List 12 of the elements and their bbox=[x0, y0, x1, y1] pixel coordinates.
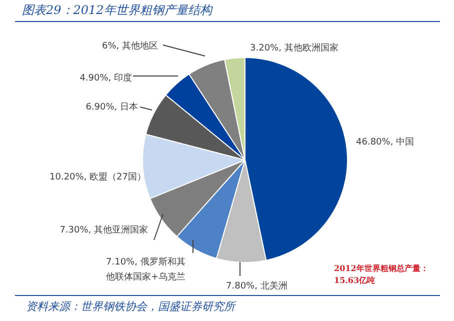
slice-label: 4.90%, 印度 bbox=[80, 72, 132, 84]
text: 2012年世界粗钢总产量：15.63亿吨 bbox=[334, 262, 429, 286]
slice-label: 7.10%, 俄罗斯和其他联体国家+乌克兰 bbox=[106, 256, 186, 282]
slice-label: 6%, 其他地区 bbox=[102, 40, 158, 52]
chart-title: 图表29：2012年世界粗钢产量结构 bbox=[22, 2, 212, 19]
slice-label: 46.80%, 中国 bbox=[356, 136, 414, 148]
slice-label: 6.90%, 日本 bbox=[86, 101, 138, 112]
slice-label: 7.80%, 北美洲 bbox=[226, 280, 288, 292]
slice-label: 10.20%, 欧盟（27国） bbox=[50, 171, 146, 182]
text: 资料来源：世界钢铁协会，国盛证券研究所 bbox=[26, 299, 235, 314]
slice-label: 3.20%, 其他欧洲国家 bbox=[250, 42, 338, 54]
slice-label: 7.30%, 其他亚洲国家 bbox=[60, 224, 148, 236]
